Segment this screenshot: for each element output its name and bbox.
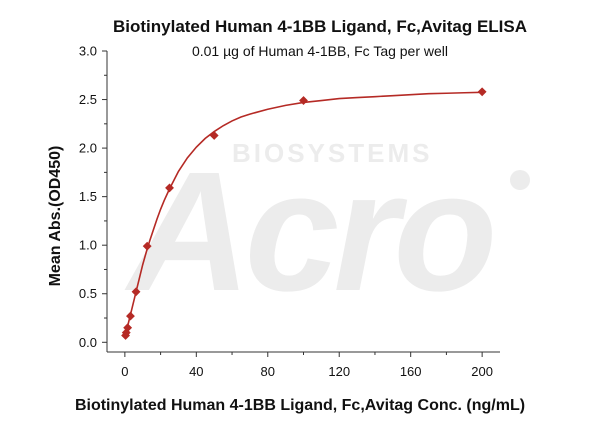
- x-tick-label: 160: [400, 364, 422, 379]
- data-point: [477, 87, 487, 97]
- data-point: [131, 287, 141, 297]
- svg-text:BIOSYSTEMS: BIOSYSTEMS: [232, 138, 432, 168]
- y-tick-label: 1.5: [79, 189, 97, 204]
- data-point: [209, 131, 219, 140]
- y-axis-ticks: 0.0 0.5 1.0 1.5 2.0 2.5 3.0: [79, 44, 107, 350]
- chart-subtitle: 0.01 µg of Human 4-1BB, Fc Tag per well: [192, 43, 448, 59]
- y-tick-label: 2.0: [79, 141, 97, 156]
- y-tick-label: 2.5: [79, 92, 97, 107]
- data-point: [126, 311, 135, 321]
- y-tick-label: 0.0: [79, 335, 97, 350]
- data-point: [123, 323, 133, 333]
- x-axis-label: Biotinylated Human 4-1BB Ligand, Fc,Avit…: [75, 397, 525, 414]
- y-tick-label: 0.5: [79, 286, 97, 301]
- y-axis-label: Mean Abs.(OD450): [47, 146, 64, 287]
- y-tick-label: 1.0: [79, 238, 97, 253]
- chart-title: Biotinylated Human 4-1BB Ligand, Fc,Avit…: [113, 17, 527, 36]
- y-tick-label: 3.0: [79, 44, 97, 59]
- x-axis-ticks: 0 40 80 120 160 200: [121, 352, 493, 379]
- watermark-logo: BIOSYSTEMS Acro: [124, 137, 530, 327]
- data-point: [165, 183, 174, 193]
- x-tick-label: 80: [261, 364, 275, 379]
- data-point: [299, 96, 308, 105]
- x-tick-label: 0: [121, 364, 128, 379]
- x-tick-label: 120: [328, 364, 350, 379]
- data-point: [142, 241, 152, 251]
- x-tick-label: 40: [189, 364, 203, 379]
- svg-text:Acro: Acro: [124, 137, 492, 327]
- data-points: [121, 87, 487, 340]
- x-tick-label: 200: [471, 364, 493, 379]
